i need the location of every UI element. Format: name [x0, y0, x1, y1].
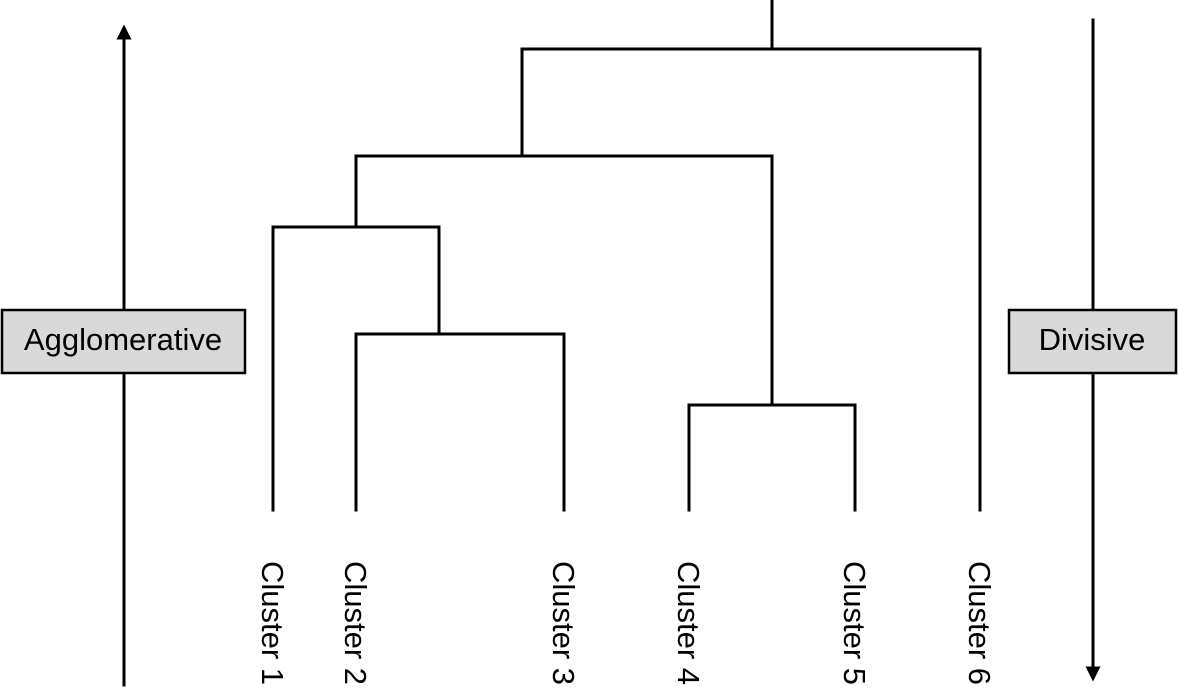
agglomerative-box	[0, 308, 247, 375]
agglomerative-label-box: Agglomerative	[0, 308, 247, 375]
leaf-label-cluster-2: Cluster 2	[338, 561, 373, 685]
leaf-label-cluster-6: Cluster 6	[962, 561, 997, 685]
divisive-box	[1007, 308, 1178, 375]
divisive-label-box: Divisive	[1007, 308, 1178, 375]
leaf-label-cluster-3: Cluster 3	[546, 561, 581, 685]
dendrogram-tree	[271, 0, 982, 512]
divisive-label: Divisive	[1039, 322, 1146, 357]
leaf-label-cluster-4: Cluster 4	[671, 561, 706, 685]
leaf-label-cluster-1: Cluster 1	[255, 561, 290, 685]
leaf-label-cluster-5: Cluster 5	[837, 561, 872, 685]
leaf-labels: Cluster 1 Cluster 2 Cluster 3 Cluster 4 …	[255, 561, 997, 685]
agglomerative-label: Agglomerative	[24, 322, 222, 357]
